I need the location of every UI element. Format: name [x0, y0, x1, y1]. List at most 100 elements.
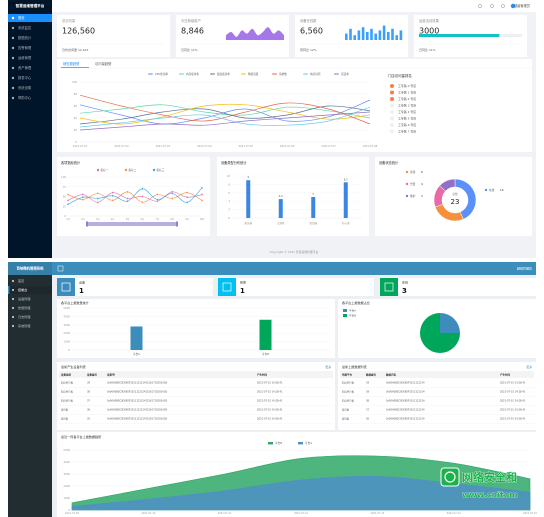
mini-bar [399, 30, 403, 40]
table-cell: 0x00A0B0C0D0E0F1011121314 [386, 400, 425, 403]
menu-item[interactable]: 日志管理 [18, 314, 30, 319]
stat-value: 8,846 [181, 27, 204, 36]
tab[interactable]: 销售额趋势 [63, 61, 80, 66]
toolbar-icon [478, 4, 482, 8]
menu-active-marker [8, 286, 10, 294]
donut-segment [439, 178, 456, 192]
indicator-point [111, 194, 114, 197]
menu-icon [11, 288, 15, 292]
trend-line [79, 103, 371, 125]
indicator-point [66, 199, 70, 202]
menu-item[interactable]: 告警管理 [18, 45, 32, 50]
menu-item[interactable]: 运维管理 [18, 55, 32, 60]
table-cell: 2021-07-15 14:28:41 [500, 409, 526, 412]
y-tick-label: 4000 [63, 460, 70, 464]
menu-item[interactable]: 控制台 [18, 287, 27, 292]
table-cell: 0x00A0B0C0D0E0F1011121314 [386, 391, 425, 394]
legend-dot [484, 188, 488, 192]
menu-item[interactable]: 资产管理 [18, 65, 32, 70]
panel-title: 各平台上报数据占比 [342, 300, 370, 305]
stat-label: 设备 [79, 280, 85, 285]
stat-icon-glyph [61, 282, 71, 292]
indicator-point [96, 192, 99, 195]
x-tick-label: 2021-07-12 [294, 512, 308, 515]
stat-icon [218, 278, 236, 296]
bar [259, 319, 272, 350]
indicator-point [96, 197, 99, 200]
indicator-point [126, 197, 129, 200]
legend-label: 平台A [305, 441, 312, 445]
menu-item[interactable]: 系统监控 [18, 25, 32, 30]
indicator-line [67, 191, 203, 203]
pie-slice [440, 313, 460, 333]
table-header [59, 371, 333, 378]
menu-item[interactable]: 系统管理 [18, 323, 30, 328]
menu-icon [11, 324, 15, 328]
x-tick-label: 2021-07-04 [197, 144, 212, 148]
pie-slice [420, 313, 460, 353]
tab[interactable]: 访问量趋势 [95, 61, 112, 66]
panel-title: 设备类型分布统计 [221, 160, 247, 165]
more-link[interactable]: 更多 [325, 365, 331, 369]
indicator-point [81, 198, 85, 201]
indicator-point [156, 193, 159, 196]
panel-title: 设备状态统计 [379, 160, 399, 165]
rank-badge [390, 123, 394, 127]
y-tick-label: 25 [63, 204, 67, 208]
table-cell: 四合单只板 [342, 390, 355, 394]
toolbar-icon [501, 4, 505, 8]
menu-item[interactable]: 首页 [18, 278, 24, 283]
menu-item[interactable]: 帮助中心 [18, 95, 32, 100]
legend-label: 磁盘使用率 [217, 72, 230, 76]
user-name[interactable]: 超级管理员 [517, 266, 532, 271]
x-tick-label: 2021-07-14 [447, 512, 461, 515]
stat-value: 1 [240, 287, 245, 295]
menu-item[interactable]: 报表中心 [18, 75, 32, 80]
progress-bar [419, 34, 500, 37]
table-cell: 四合单只板 [342, 399, 355, 403]
y-tick-label: 5000 [63, 448, 70, 452]
table-title: 最新上报数据列表 [342, 364, 367, 369]
indicator-point [126, 200, 129, 203]
menu-item[interactable]: 数据统计 [18, 35, 32, 40]
x-tick-label: 1月 [66, 217, 70, 221]
rank-item: 工专路 2 号店 [398, 96, 416, 101]
legend-value: 10 [500, 188, 504, 192]
y-tick-label: 4 [228, 199, 230, 203]
y-tick-label: 100 [72, 80, 77, 84]
indicator-point [111, 191, 114, 194]
table-cell: 38 [87, 391, 91, 394]
stat-icon [57, 278, 75, 296]
column-header: 数据内容 [386, 373, 397, 377]
mini-bar [395, 35, 398, 40]
mini-bar [370, 28, 373, 40]
stat-value: 3000 [419, 27, 439, 36]
stat-value: 1 [79, 287, 84, 295]
legend-label: 平台B [349, 314, 356, 318]
y-tick-label: 2 [228, 208, 230, 212]
menu-item[interactable]: 首页 [18, 15, 25, 20]
trend-line [79, 105, 371, 125]
indicator-point [141, 195, 144, 198]
y-tick-label: 0 [75, 140, 77, 144]
menu-active [8, 286, 52, 294]
zoom-slider [86, 222, 178, 226]
trend-line [79, 111, 371, 131]
mini-bar [378, 30, 382, 40]
sidebar [8, 262, 52, 517]
area [71, 475, 531, 511]
rank-badge [390, 116, 394, 121]
stat-foot: 周同比 12% [300, 47, 317, 52]
y-tick-label: 3000 [63, 472, 70, 476]
table-cell: 37 [87, 400, 91, 403]
user-name[interactable]: 超级管理员 [514, 3, 530, 8]
menu-item[interactable]: 设备管理 [18, 296, 30, 301]
more-link[interactable]: 更多 [526, 365, 532, 369]
menu-item[interactable]: 系统设置 [18, 85, 32, 90]
trend-panel [57, 59, 532, 152]
legend-label: 指标二 [129, 168, 137, 172]
legend-dot [124, 168, 128, 172]
menu-item[interactable]: 告警管理 [18, 305, 30, 310]
legend-value: 3 [421, 194, 423, 198]
